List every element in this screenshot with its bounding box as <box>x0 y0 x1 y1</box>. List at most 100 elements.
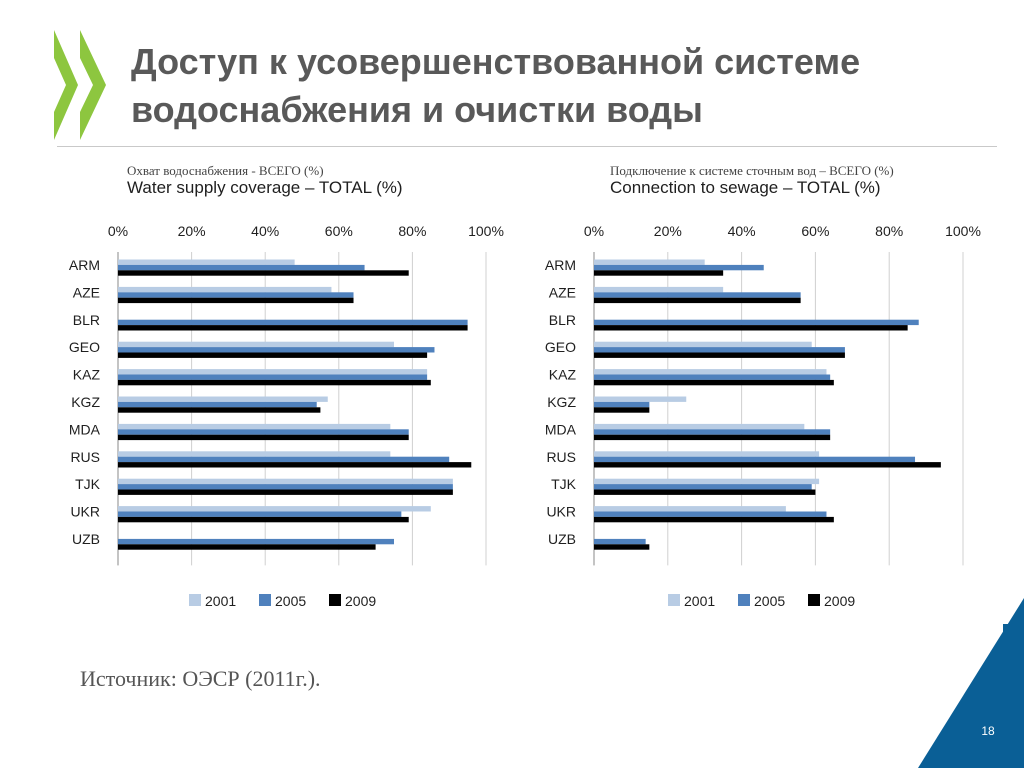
legend-label-2009: 2009 <box>345 593 376 609</box>
bar-blr-2005 <box>118 319 468 326</box>
bar-uzb-2005 <box>118 538 394 545</box>
x-tick-label: 100% <box>945 223 981 239</box>
bar-kgz-2005 <box>118 401 317 408</box>
legend-label-2009: 2009 <box>824 593 855 609</box>
category-label: TJK <box>551 476 577 492</box>
category-label: TJK <box>75 476 101 492</box>
bar-kgz-2009 <box>118 407 321 413</box>
category-label: UZB <box>72 531 100 547</box>
left-chart-title: Water supply coverage – TOTAL (%) <box>127 178 403 197</box>
category-label: GEO <box>545 339 576 355</box>
bar-mda-2009 <box>594 434 831 441</box>
category-label: KAZ <box>73 367 101 383</box>
bar-arm-2005 <box>118 264 365 271</box>
bar-arm-2009 <box>594 270 724 276</box>
bar-kaz-2001 <box>594 369 827 375</box>
category-label: GEO <box>69 339 100 355</box>
bar-arm-2001 <box>594 259 705 265</box>
bar-rus-2001 <box>594 451 820 457</box>
bar-rus-2001 <box>118 451 391 457</box>
legend-swatch-2005 <box>738 594 750 606</box>
category-label: ARM <box>545 257 576 273</box>
bar-geo-2001 <box>118 341 394 348</box>
legend-swatch-2001 <box>189 594 201 606</box>
bar-uzb-2009 <box>594 544 650 550</box>
bar-uzb-2005 <box>594 538 646 545</box>
bar-geo-2001 <box>594 341 812 348</box>
bar-rus-2009 <box>118 462 472 468</box>
bar-mda-2005 <box>118 429 409 435</box>
bar-arm-2009 <box>118 270 409 276</box>
x-tick-label: 40% <box>728 223 756 239</box>
bar-blr-2005 <box>594 319 919 326</box>
bar-kgz-2009 <box>594 407 650 413</box>
bar-arm-2001 <box>118 259 295 265</box>
bar-mda-2001 <box>118 423 391 430</box>
x-tick-label: 20% <box>654 223 682 239</box>
category-label: UKR <box>546 504 576 520</box>
bar-ukr-2005 <box>118 511 402 517</box>
slide-title: Доступ к усовершенствованной системе вод… <box>131 41 861 130</box>
category-label: AZE <box>73 284 100 300</box>
category-label: ARM <box>69 257 100 273</box>
bar-aze-2005 <box>118 292 354 298</box>
bar-mda-2005 <box>594 429 831 435</box>
bar-tjk-2005 <box>118 484 453 490</box>
bar-aze-2005 <box>594 292 801 298</box>
bar-rus-2005 <box>594 456 916 463</box>
bar-rus-2005 <box>118 456 450 463</box>
bar-ukr-2009 <box>118 516 409 523</box>
category-label: UZB <box>548 531 576 547</box>
bar-tjk-2001 <box>118 478 453 485</box>
bar-mda-2001 <box>594 423 805 430</box>
x-tick-label: 80% <box>875 223 903 239</box>
bar-ukr-2005 <box>594 511 827 517</box>
bar-aze-2001 <box>118 286 332 293</box>
bar-blr-2009 <box>118 325 468 331</box>
legend-swatch-2005 <box>259 594 271 606</box>
legend-label-2001: 2001 <box>684 593 715 609</box>
category-label: MDA <box>69 421 101 437</box>
x-tick-label: 40% <box>251 223 279 239</box>
bar-kgz-2001 <box>594 396 687 402</box>
bar-ukr-2009 <box>594 516 834 523</box>
bar-kgz-2005 <box>594 401 650 408</box>
bar-geo-2009 <box>118 352 428 358</box>
title-divider <box>57 146 997 147</box>
category-label: RUS <box>546 449 576 465</box>
bar-aze-2009 <box>118 297 354 304</box>
bar-kaz-2009 <box>594 379 834 386</box>
x-tick-label: 20% <box>178 223 206 239</box>
bar-tjk-2009 <box>594 489 816 495</box>
category-label: BLR <box>73 312 100 328</box>
bar-mda-2009 <box>118 434 409 441</box>
legend-label-2001: 2001 <box>205 593 236 609</box>
left-chart-caption-ru: Охват водоснабжения - ВСЕГО (%) <box>127 163 324 178</box>
bar-kaz-2009 <box>118 379 431 386</box>
bar-tjk-2001 <box>594 478 820 485</box>
x-tick-label: 0% <box>584 223 604 239</box>
bar-kaz-2005 <box>118 374 428 380</box>
bar-aze-2009 <box>594 297 801 304</box>
category-label: AZE <box>549 284 576 300</box>
sewage-connection-chart: 0% 20% 40% 60% 80% 100% ARM AZE BLR GEO KAZ KGZ MDA R… <box>545 223 981 609</box>
bar-ukr-2001 <box>594 506 786 512</box>
legend-label-2005: 2005 <box>275 593 306 609</box>
legend-swatch-2001 <box>668 594 680 606</box>
x-tick-label: 60% <box>801 223 829 239</box>
legend-swatch-2009 <box>808 594 820 606</box>
bar-aze-2001 <box>594 286 724 293</box>
oecd-chevron-logo-icon <box>54 30 106 140</box>
bar-ukr-2001 <box>118 506 431 512</box>
bar-blr-2009 <box>594 325 908 331</box>
bar-kgz-2001 <box>118 396 328 402</box>
page-number: 18 <box>981 724 995 738</box>
category-label: BLR <box>549 312 576 328</box>
category-label: KAZ <box>549 367 577 383</box>
bar-tjk-2005 <box>594 484 812 490</box>
right-chart-caption-ru: Подключение к системе сточным вод – ВСЕГ… <box>610 163 894 178</box>
bar-arm-2005 <box>594 264 764 271</box>
x-tick-label: 100% <box>468 223 504 239</box>
legend-swatch-2009 <box>329 594 341 606</box>
category-label: KGZ <box>547 394 576 410</box>
